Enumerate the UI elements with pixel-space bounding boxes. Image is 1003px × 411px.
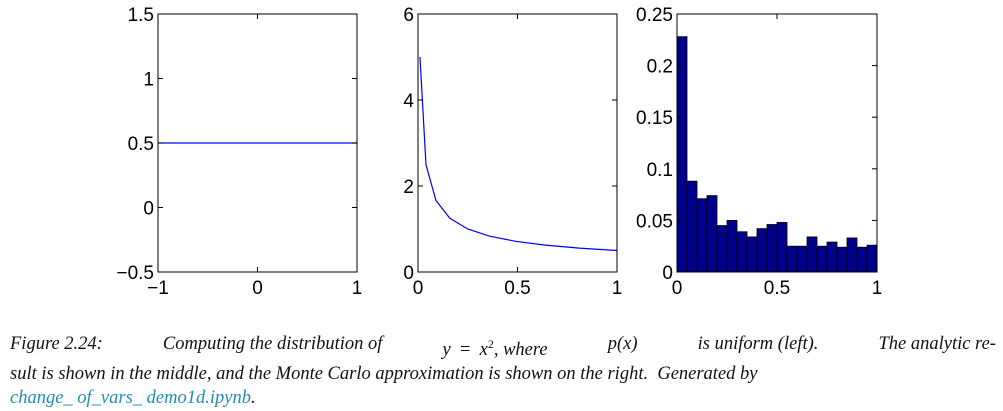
figure-caption: Figure 2.24: Computing the distribution … (10, 332, 996, 410)
y-tick-label: 0.05 (636, 211, 673, 232)
y-tick-label: −0.5 (116, 263, 154, 284)
histogram-bar-13 (806, 236, 818, 273)
caption-text-c: is uniform (left). (697, 334, 819, 354)
y-tick-label: 0.15 (636, 108, 673, 129)
histogram-bar-14 (816, 245, 828, 273)
notebook-link[interactable]: change_ of_vars_ demo1d.ipynb (10, 388, 251, 409)
y-tick-label: 0.1 (647, 160, 673, 181)
histogram-bar-3 (706, 195, 718, 273)
eq-exponent: 2 (487, 337, 494, 351)
caption-text-line2: sult is shown in the middle, and the Mon… (10, 364, 758, 385)
histogram-bar-2 (696, 198, 708, 273)
histogram-bar-11 (786, 245, 798, 273)
histogram-bar-4 (716, 225, 728, 273)
y-tick-label: 0.25 (636, 5, 673, 26)
eq-lhs: y (442, 340, 451, 361)
y-tick-label: 0.5 (128, 134, 154, 155)
histogram-bar-6 (736, 231, 748, 273)
left-panel-uniform: −1 0 1 −0.5 0 0.5 1 1.5 (116, 5, 362, 299)
x-tick-label: 0 (252, 278, 263, 299)
x-tick-label: 0 (413, 278, 424, 299)
x-tick-label: 1 (872, 278, 883, 299)
eq-base: x (479, 340, 488, 361)
histogram-bar-15 (826, 241, 838, 273)
x-tick-label: 0.5 (764, 278, 790, 299)
y-tick-label: 0 (403, 263, 414, 284)
histogram-bar-5 (726, 219, 738, 273)
caption-text-b: , where (493, 340, 548, 361)
y-tick-label: 0 (143, 199, 154, 220)
caption-text-a: Computing the distribution of (162, 334, 383, 354)
y-tick-label: 6 (403, 5, 414, 26)
y-tick-label: 0 (662, 263, 673, 284)
caption-end: . (250, 388, 256, 409)
caption-text-d: The analytic re- (878, 334, 996, 354)
caption-equation: y = x2, where (442, 332, 547, 362)
eq-sign: = (459, 340, 471, 361)
x-tick-label: −1 (147, 278, 169, 299)
caption-line-2: sult is shown in the middle, and the Mon… (10, 362, 996, 386)
histogram-bar-18 (856, 246, 868, 273)
y-tick-label: 1.5 (128, 5, 154, 26)
x-tick-label: 1 (612, 278, 623, 299)
histogram-bar-10 (776, 222, 788, 273)
y-tick-label: 2 (403, 177, 414, 198)
histogram-bar-16 (836, 246, 848, 273)
middle-panel-analytic: 0 0.5 1 0 2 4 6 (403, 5, 622, 299)
histogram-bar-9 (766, 224, 778, 273)
histogram-bar-1 (686, 180, 698, 273)
figure-label: Figure 2.24: (10, 334, 103, 354)
caption-px: p(x) (607, 334, 638, 354)
histogram-bar-0 (676, 36, 688, 273)
caption-line-1: Figure 2.24: Computing the distribution … (10, 332, 996, 362)
histogram-bar-17 (846, 237, 858, 273)
histogram-bar-19 (866, 244, 878, 273)
y-tick-label: 1 (143, 70, 154, 91)
caption-line-3: change_ of_vars_ demo1d.ipynb. (10, 386, 996, 410)
histogram-bar-7 (746, 236, 758, 273)
histogram-bar-8 (756, 228, 768, 273)
x-tick-label: 0.5 (504, 278, 530, 299)
x-tick-label: 0 (672, 278, 683, 299)
series-line-0 (419, 56, 618, 252)
x-tick-label: 1 (352, 278, 363, 299)
right-panel-monte-carlo: 0 0.5 1 0 0.05 0.1 0.15 0.2 0.25 (636, 5, 882, 299)
axes-frame (417, 13, 618, 273)
y-tick-label: 0.2 (647, 57, 673, 78)
y-tick-label: 4 (403, 91, 414, 112)
histogram-bar-12 (796, 245, 808, 273)
figure: −1 0 1 −0.5 0 0.5 1 1.5 0 0.5 1 0 2 4 6 0 0.5 1 0 0.05 0.1… (116, 5, 882, 299)
